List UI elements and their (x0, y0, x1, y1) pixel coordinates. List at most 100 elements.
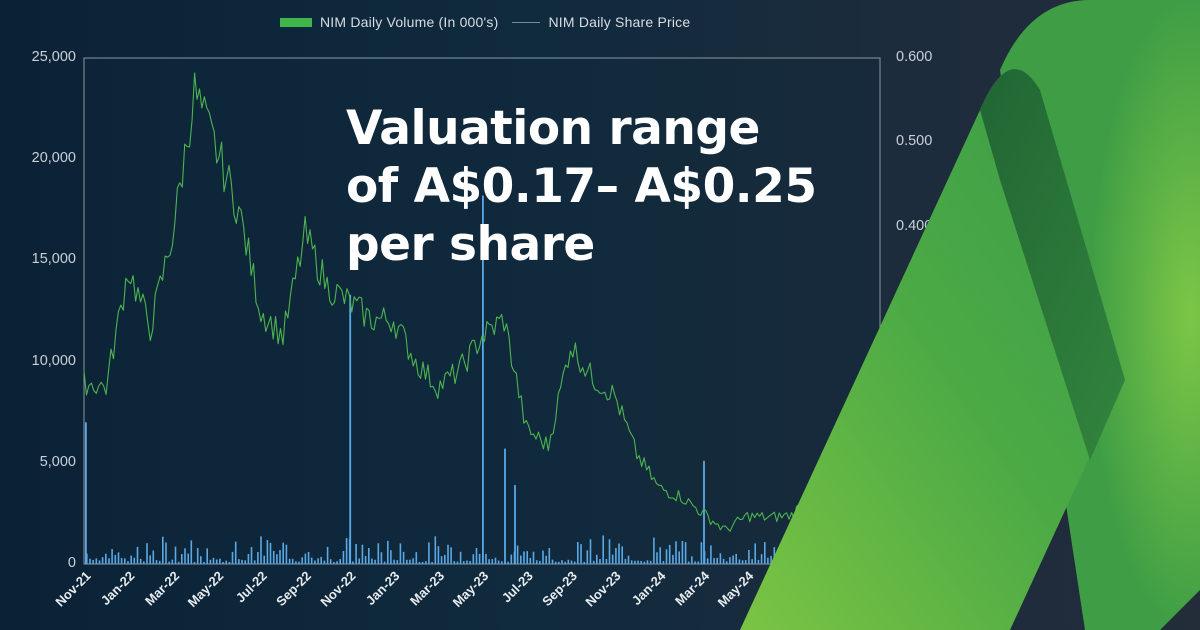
volume-bar (456, 561, 459, 564)
volume-bar (611, 554, 614, 564)
volume-bar (767, 557, 769, 564)
volume-bar (127, 561, 129, 564)
volume-bar (336, 561, 338, 564)
volume-bar (722, 558, 725, 564)
volume-bar (687, 561, 690, 564)
volume-bar (580, 544, 582, 564)
volume-bar (387, 540, 389, 564)
volume-bar (466, 560, 468, 564)
left-axis-tick: 25,000 (31, 49, 76, 65)
legend-label-volume: NIM Daily Volume (In 000's) (320, 14, 499, 30)
volume-bar (469, 561, 471, 564)
volume-bar (748, 550, 750, 564)
volume-bar (184, 548, 186, 564)
volume-bar (554, 561, 557, 564)
volume-bar (260, 536, 262, 564)
volume-bar (212, 557, 215, 564)
volume-bar (310, 557, 313, 564)
volume-bar (526, 551, 528, 564)
volume-bar (187, 553, 189, 564)
volume-bar (653, 537, 655, 564)
volume-bar (697, 561, 699, 564)
volume-bar (599, 559, 601, 564)
volume-bar (415, 552, 418, 564)
volume-bar (630, 560, 633, 564)
volume-bar (453, 561, 456, 564)
volume-bar (143, 561, 145, 564)
volume-bar (551, 559, 554, 564)
volume-bar (203, 561, 205, 564)
volume-bar (105, 553, 107, 564)
volume-bar (659, 547, 661, 564)
volume-bar (146, 543, 148, 564)
volume-bar (257, 552, 259, 564)
volume-bar (754, 543, 756, 564)
price-line (83, 72, 881, 532)
volume-bar (684, 542, 687, 564)
volume-bar (713, 558, 715, 564)
volume-bar (485, 553, 487, 564)
volume-bar (751, 559, 753, 564)
volume-bar (241, 559, 243, 564)
volume-bar (497, 560, 500, 564)
volume-bar (741, 560, 744, 564)
logo-fold-shadow (980, 69, 1125, 460)
volume-bar (225, 560, 227, 564)
volume-bar (92, 559, 94, 564)
volume-bar (368, 548, 370, 564)
volume-bar (548, 548, 551, 564)
volume-bar (488, 559, 490, 564)
volume-spike-bar (482, 195, 484, 564)
volume-bar (114, 555, 117, 564)
volume-bar (589, 539, 592, 564)
volume-bar (168, 561, 170, 564)
volume-bar (529, 557, 532, 564)
volume-bar (174, 546, 177, 564)
right-axis-tick: 0.600 (896, 49, 933, 65)
volume-bar (276, 554, 278, 564)
right-axis-tick: 0.400 (896, 217, 933, 234)
volume-bar (120, 558, 123, 564)
right-axis-tick: 0.500 (896, 133, 933, 150)
volume-bar (329, 559, 332, 564)
volume-bar (634, 560, 636, 564)
volume-bar (364, 556, 367, 564)
volume-bar (425, 561, 427, 564)
volume-bar (406, 559, 408, 564)
volume-bar (98, 560, 101, 564)
volume-bar (770, 555, 772, 564)
legend-swatch-price (512, 21, 541, 23)
headline-line-2: of A$0.17– A$0.25 (346, 159, 817, 214)
volume-bar (665, 549, 668, 564)
volume-bar (570, 560, 573, 564)
volume-bar (760, 554, 763, 564)
volume-bar (535, 560, 538, 564)
volume-bar (586, 550, 589, 564)
volume-bar (773, 547, 776, 564)
volume-bar (355, 544, 357, 564)
volume-bar (165, 542, 167, 564)
volume-bar (377, 543, 380, 564)
volume-bar (371, 558, 373, 564)
volume-bar (605, 559, 608, 564)
volume-bar (637, 560, 639, 564)
volume-bar (624, 558, 627, 564)
volume-bar (272, 550, 275, 564)
volume-spike-bar (85, 422, 87, 564)
volume-bar (342, 551, 345, 564)
volume-bar (196, 548, 199, 564)
volume-bar (520, 555, 522, 564)
volume-bar (573, 561, 576, 564)
volume-bar (649, 560, 652, 564)
volume-bar (516, 545, 519, 564)
volume-bar (291, 558, 294, 564)
volume-bar (133, 557, 136, 564)
volume-bar (738, 559, 741, 564)
volume-bar (428, 542, 430, 564)
volume-bar (181, 554, 183, 564)
volume-bar (222, 562, 224, 564)
volume-bar (643, 561, 646, 564)
volume-bar (111, 549, 113, 564)
